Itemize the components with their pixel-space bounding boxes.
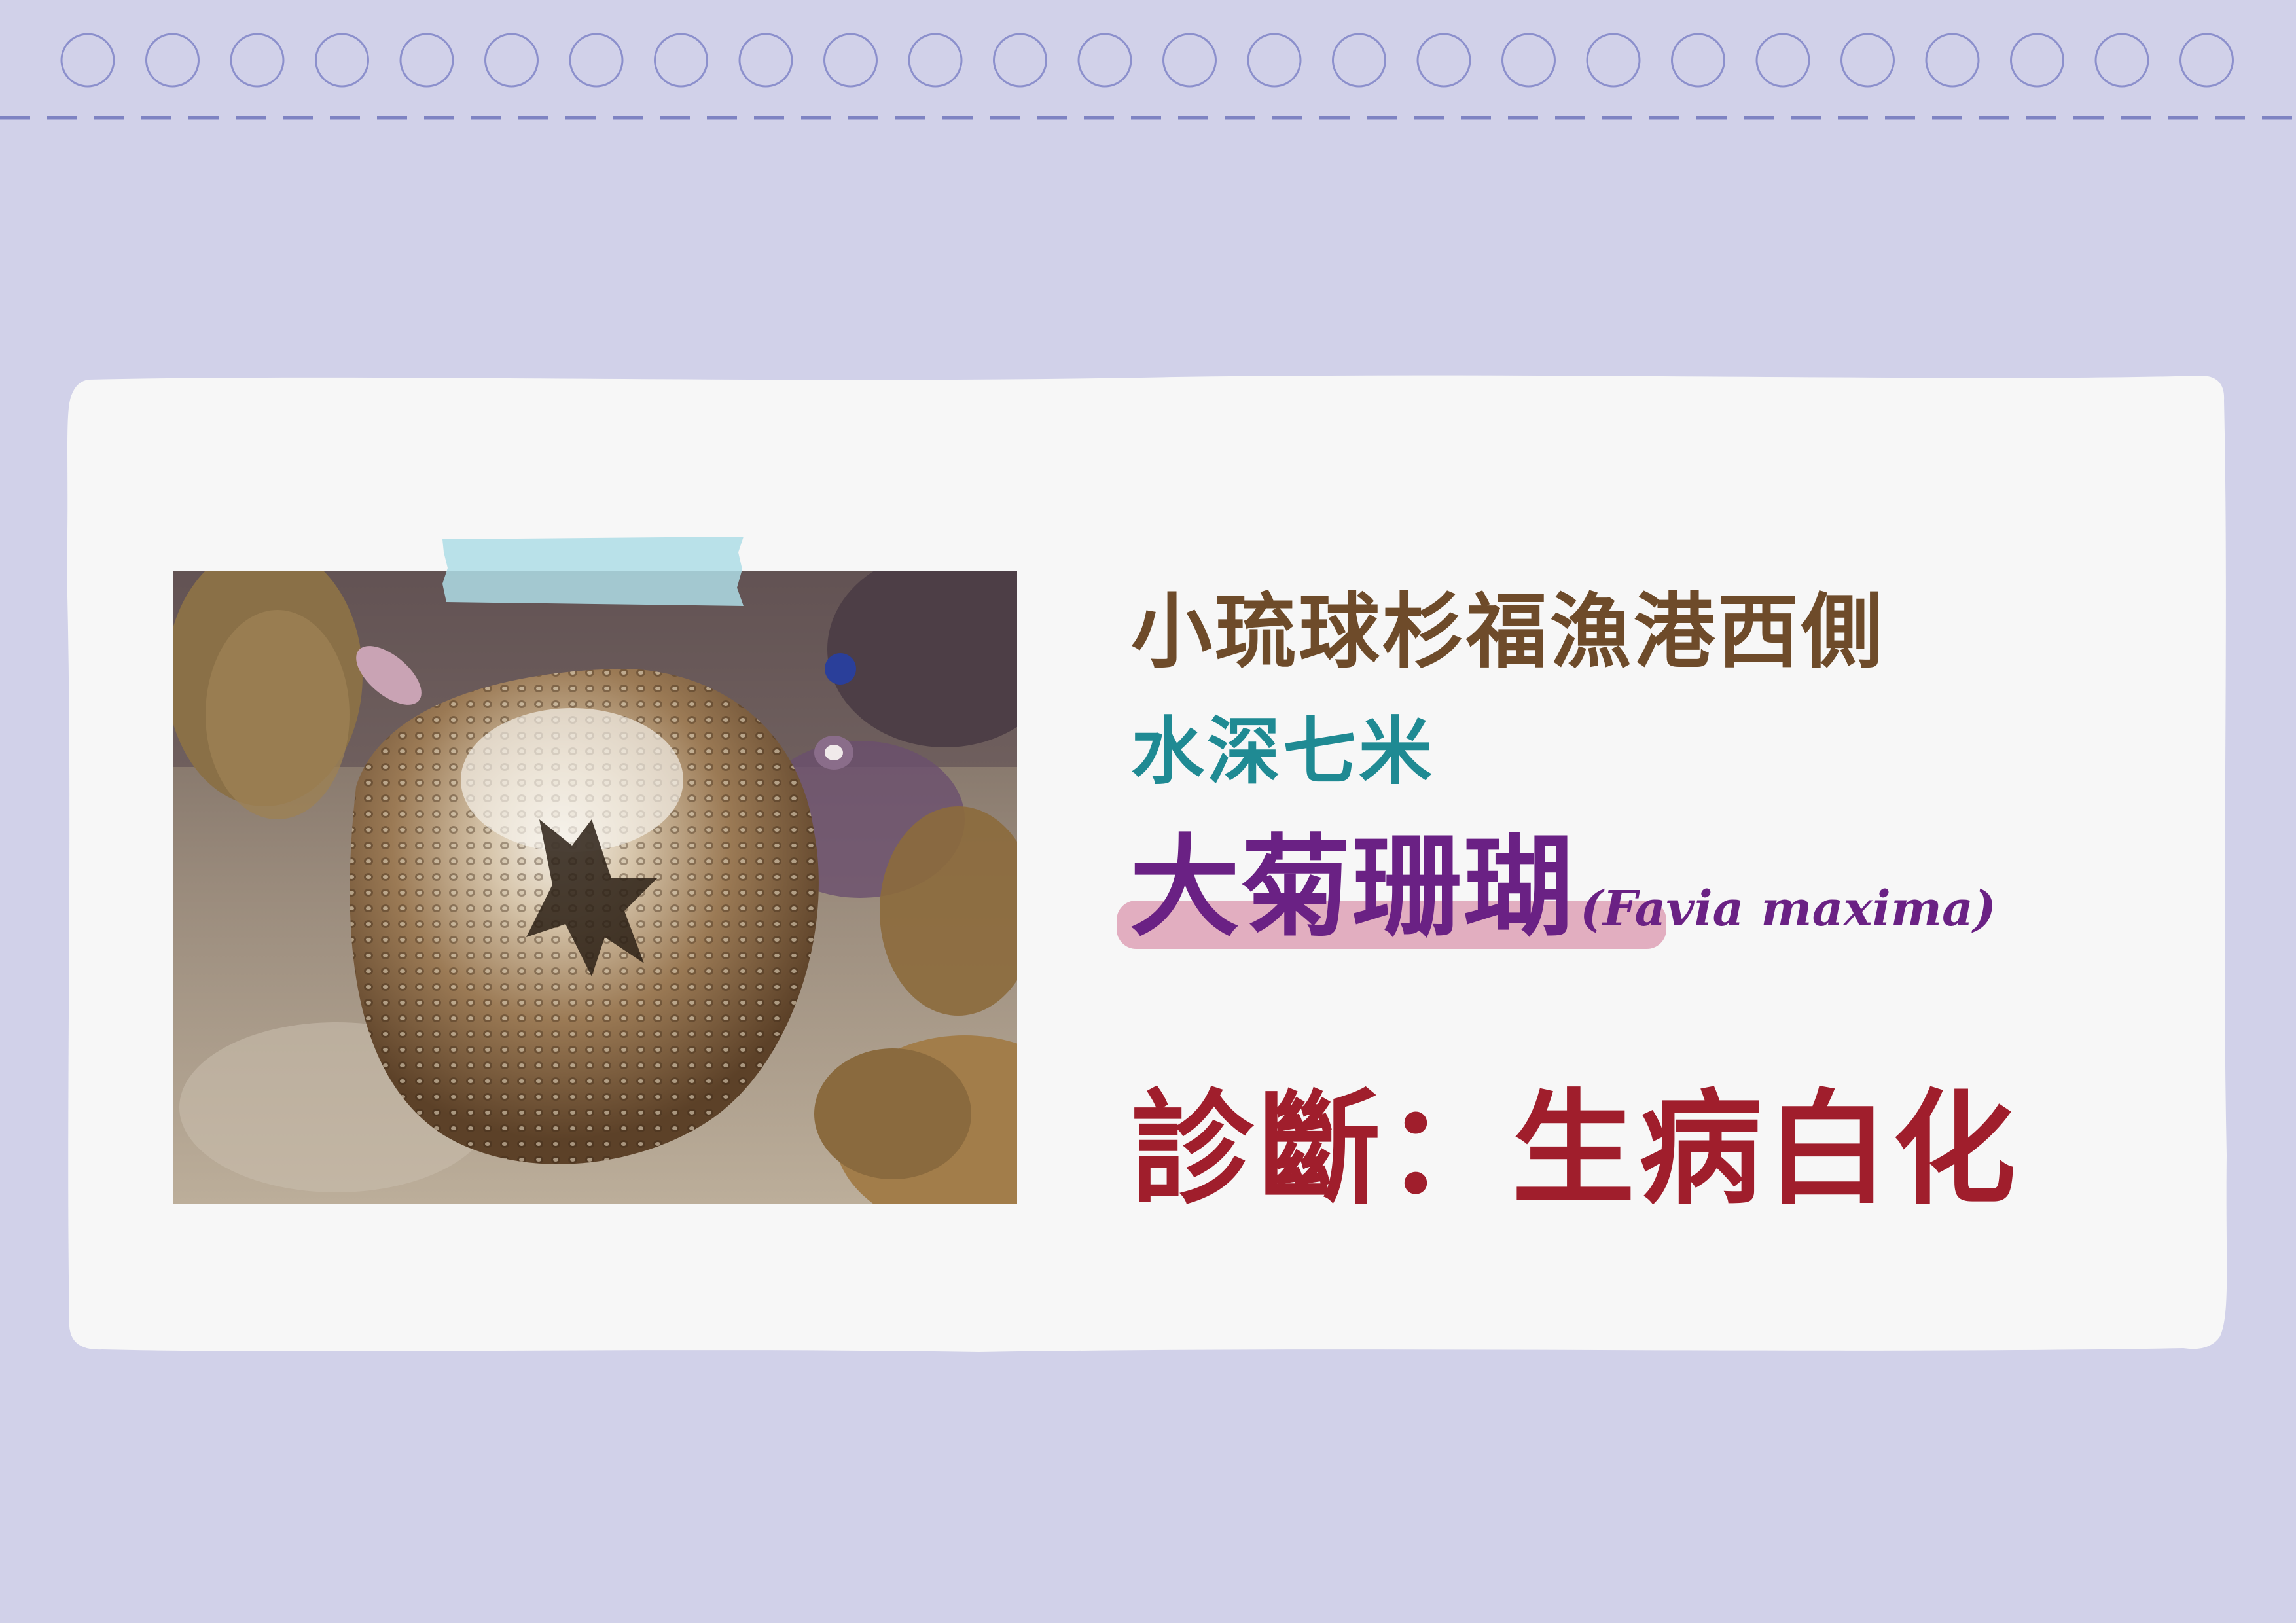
species-name: 大菊珊瑚 (1130, 823, 1575, 952)
ring-icon (399, 33, 454, 88)
ring-icon (484, 33, 539, 88)
location-text: 小琉球杉福漁港西側 (1131, 585, 1886, 679)
ring-icon (145, 33, 200, 88)
ring-icon (1077, 33, 1132, 88)
ring-icon (315, 33, 369, 88)
depth-text: 水深七米 (1131, 709, 1435, 794)
ring-icon (654, 33, 708, 88)
ring-icon (569, 33, 624, 88)
ring-icon (1247, 33, 1302, 88)
ring-icon (2010, 33, 2064, 88)
ring-icon (60, 33, 115, 88)
coral-photo (173, 571, 1017, 1204)
ring-icon (2094, 33, 2149, 88)
tape-strip (442, 537, 744, 606)
ring-icon (1925, 33, 1980, 88)
ring-icon (230, 33, 285, 88)
ring-icon (993, 33, 1047, 88)
species-name-row: 大菊珊瑚 (Favia maxima) (1130, 798, 1996, 957)
ring-icon (1332, 33, 1386, 88)
ring-icon (738, 33, 793, 88)
ring-icon (1501, 33, 1556, 88)
ring-icon (1586, 33, 1641, 88)
ring-icon (908, 33, 963, 88)
ring-icon (1162, 33, 1217, 88)
ring-icon (1416, 33, 1471, 88)
ring-icon (1671, 33, 1725, 88)
name-highlight (1117, 901, 1666, 949)
notebook-rings (0, 33, 2296, 120)
scientific-name: (Favia maxima) (1580, 881, 1997, 937)
ring-icon (2179, 33, 2234, 88)
ring-icon (823, 33, 878, 88)
diagnosis-text: 診斷：生病白化 (1131, 1078, 2020, 1221)
ring-icon (1840, 33, 1895, 88)
ring-icon (1755, 33, 1810, 88)
